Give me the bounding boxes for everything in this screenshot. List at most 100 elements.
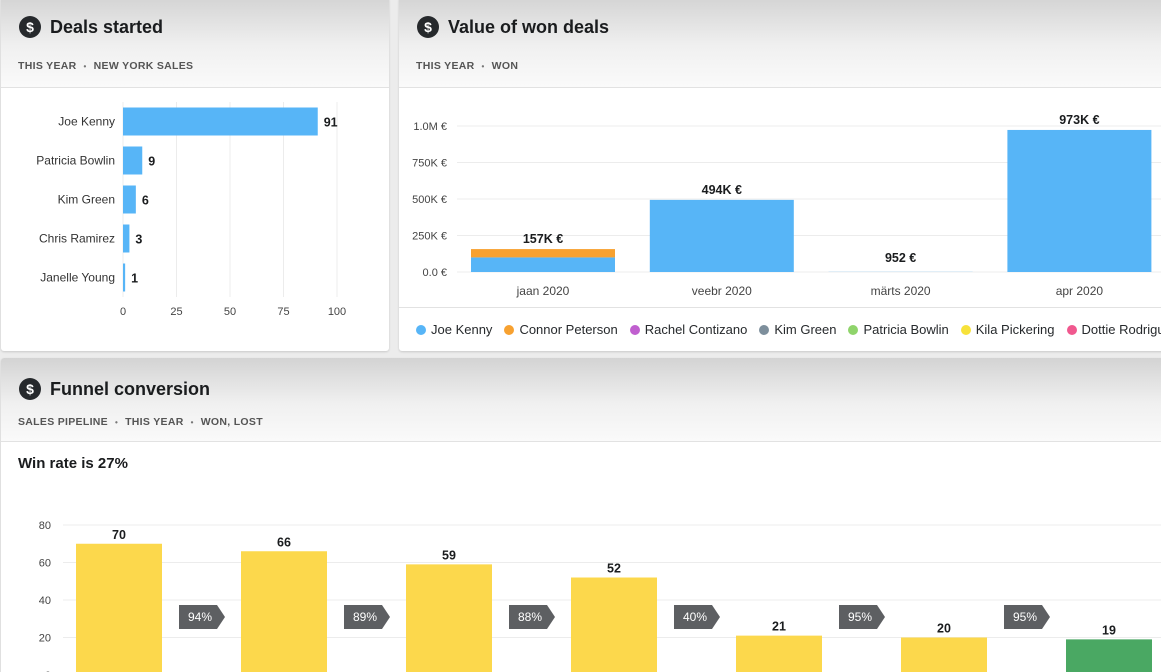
filter-period: THIS YEAR [18, 60, 77, 72]
filter-separator: • [83, 61, 87, 71]
bar [123, 107, 318, 136]
conversion-rate-label: 40% [683, 610, 707, 624]
x-tick-label: apr 2020 [1056, 284, 1104, 298]
bar-total-label: 952 € [885, 251, 916, 265]
funnel-chart: 0 20 40 60 80 70 66 59 52 21 20 19 94% 89% 88% 40% 95% 95… [39, 520, 1161, 672]
legend-item[interactable]: Kim Green [759, 322, 836, 337]
win-rate-text: Win rate is 27% [18, 455, 128, 472]
legend-item[interactable]: Kila Pickering [960, 322, 1055, 337]
x-tick-label: 0 [120, 306, 126, 318]
bar-value-label: 6 [142, 194, 149, 208]
x-tick-label: veebr 2020 [692, 284, 752, 298]
stage-bar [76, 543, 162, 672]
conversion-arrow [509, 605, 555, 629]
legend-item[interactable]: Connor Peterson [504, 322, 618, 337]
bar-value-label: 9 [148, 155, 155, 169]
legend-item[interactable]: Dottie Rodriguez [1066, 322, 1161, 337]
x-tick-label: 25 [170, 306, 182, 318]
y-tick-label: 1.0M € [413, 121, 447, 133]
x-tick-label: 75 [277, 306, 289, 318]
bar-segment [471, 249, 615, 258]
dollar-icon: $ [19, 378, 41, 400]
conversion-arrow [674, 605, 720, 629]
deals-started-chart: 0 25 50 75 100 Joe Kenny 91 Patricia Bowlin 9 Kim… [36, 102, 346, 318]
deals-started-title: Deals started [50, 16, 164, 37]
filter-team: NEW YORK SALES [93, 60, 194, 72]
deals-started-card: $ Deals started THIS YEAR • NEW YORK SAL… [1, 0, 389, 351]
conversion-rate-label: 88% [518, 610, 542, 624]
filter-period: THIS YEAR [416, 60, 475, 72]
x-tick-label: 100 [328, 306, 346, 318]
bar [123, 263, 126, 292]
won-deals-title-row[interactable]: $ Value of won deals [417, 16, 609, 38]
legend-dot [759, 324, 770, 335]
y-tick-label: 40 [39, 595, 51, 607]
category-label: Patricia Bowlin [36, 154, 115, 168]
dollar-icon: $ [417, 16, 439, 38]
y-tick-label: 80 [39, 520, 51, 532]
legend-item[interactable]: Rachel Contizano [629, 322, 748, 337]
funnel-title: Funnel conversion [50, 378, 211, 399]
won-deals-title: Value of won deals [448, 16, 610, 37]
filter-separator: • [190, 417, 194, 427]
legend-label: Rachel Contizano [644, 322, 748, 337]
conversion-arrow [179, 605, 225, 629]
funnel-title-row[interactable]: $ Funnel conversion [19, 378, 210, 400]
bar-value-label: 66 [277, 535, 291, 549]
legend-label: Dottie Rodriguez [1081, 322, 1161, 337]
conversion-rate-label: 95% [1013, 610, 1037, 624]
funnel-filters: SALES PIPELINE • THIS YEAR • WON, LOST [18, 416, 263, 428]
bar-segment [649, 199, 794, 272]
category-label: Janelle Young [40, 271, 115, 285]
bar [123, 146, 143, 175]
filter-period: THIS YEAR [125, 416, 184, 428]
stage-bar [571, 577, 657, 672]
legend-label: Connor Peterson [519, 322, 618, 337]
bar-value-label: 1 [131, 272, 138, 286]
legend-item[interactable]: Joe Kenny [416, 322, 492, 337]
category-label: Kim Green [58, 193, 115, 207]
y-tick-label: 20 [39, 633, 51, 645]
won-deals-chart: 0.0 € 250K € 500K € 750K € 1.0M € 157K € jaan … [412, 113, 1161, 298]
bar-value-label: 20 [937, 622, 951, 636]
legend-item[interactable]: Patricia Bowlin [848, 322, 949, 337]
y-tick-label: 250K € [412, 231, 447, 243]
conversion-rate-label: 95% [848, 610, 872, 624]
legend-label: Kim Green [774, 322, 837, 337]
legend-dot [1066, 324, 1077, 335]
y-tick-label: 750K € [412, 158, 447, 170]
category-label: Joe Kenny [58, 115, 115, 129]
y-tick-label: 60 [39, 558, 51, 570]
filter-status: WON [491, 60, 519, 72]
legend-dot [960, 324, 971, 335]
deals-started-title-row[interactable]: $ Deals started [19, 16, 163, 38]
filter-pipeline: SALES PIPELINE [18, 416, 108, 428]
bar-value-label: 19 [1102, 623, 1116, 637]
deals-started-header: $ Deals started THIS YEAR • NEW YORK SAL… [1, 0, 389, 88]
conversion-rate-label: 89% [353, 610, 377, 624]
x-tick-label: 50 [224, 306, 236, 318]
won-deals-filters: THIS YEAR • WON [416, 60, 518, 72]
legend-dot [629, 324, 640, 335]
stage-bar [406, 564, 492, 672]
x-tick-label: jaan 2020 [516, 284, 570, 298]
stage-bar [736, 635, 822, 672]
bar-segment [1007, 129, 1152, 272]
bar-total-label: 157K € [523, 232, 563, 246]
won-deals-card: $ Value of won deals THIS YEAR • WON 0.0… [399, 0, 1161, 351]
bar-total-label: 973K € [1059, 113, 1099, 127]
bar-value-label: 91 [324, 116, 338, 130]
bar [123, 185, 136, 214]
category-label: Chris Ramirez [39, 232, 115, 246]
x-tick-label: märts 2020 [871, 284, 931, 298]
bar-value-label: 70 [112, 528, 126, 542]
bar-value-label: 21 [772, 620, 786, 634]
filter-separator: • [481, 61, 485, 71]
dollar-icon: $ [19, 16, 41, 38]
deals-started-filters: THIS YEAR • NEW YORK SALES [18, 60, 193, 72]
conversion-arrow [839, 605, 885, 629]
bar-segment [471, 257, 615, 272]
bar-value-label: 52 [607, 562, 621, 576]
won-deals-legend: Joe Kenny Connor Peterson Rachel Contiza… [399, 307, 1161, 351]
bar [123, 224, 130, 253]
